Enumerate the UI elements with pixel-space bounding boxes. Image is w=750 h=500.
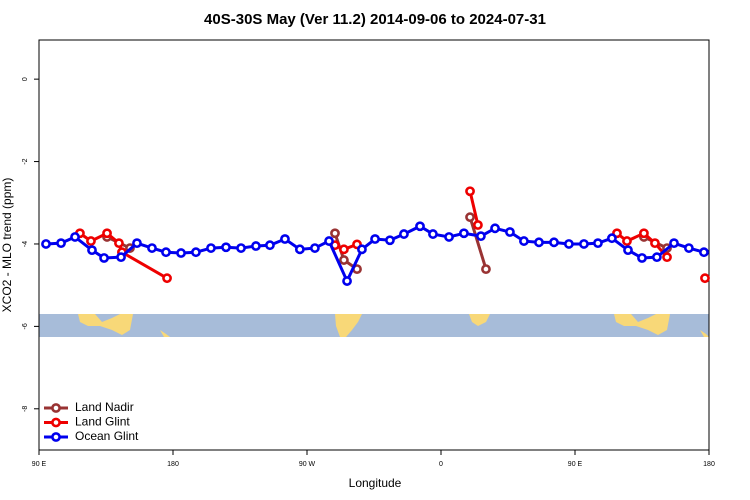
x-tick-label: 180 bbox=[167, 461, 179, 468]
data-point bbox=[357, 244, 367, 255]
y-axis-label: XCO2 - MLO trend (ppm) bbox=[0, 178, 14, 313]
chart-title: 40S-30S May (Ver 11.2) 2014-09-06 to 202… bbox=[204, 11, 546, 28]
data-point bbox=[476, 231, 486, 242]
data-point bbox=[56, 238, 66, 249]
data-point bbox=[41, 239, 51, 249]
data-point bbox=[116, 252, 126, 263]
data-point bbox=[251, 241, 261, 251]
data-point bbox=[339, 244, 349, 255]
data-point bbox=[162, 273, 172, 284]
data-point bbox=[444, 232, 454, 242]
data-point bbox=[236, 243, 246, 253]
land-nz-2 bbox=[700, 330, 709, 337]
data-point bbox=[593, 238, 603, 249]
legend-label: Ocean Glint bbox=[75, 429, 139, 443]
data-point bbox=[176, 248, 186, 258]
data-point bbox=[651, 252, 662, 263]
data-point bbox=[132, 238, 142, 249]
map-strip bbox=[39, 314, 709, 337]
data-point bbox=[481, 264, 491, 275]
data-point bbox=[147, 243, 157, 253]
x-axis-label: Longitude bbox=[349, 476, 402, 490]
data-point bbox=[294, 244, 305, 255]
x-tick-label: 0 bbox=[439, 461, 443, 468]
data-point bbox=[102, 228, 112, 239]
data-point bbox=[505, 227, 515, 237]
data-point bbox=[339, 255, 349, 265]
data-point bbox=[465, 212, 475, 223]
data-point bbox=[370, 234, 380, 244]
data-point bbox=[669, 238, 679, 249]
legend-label: Land Nadir bbox=[75, 400, 134, 414]
land-nz bbox=[160, 330, 170, 337]
data-point bbox=[191, 247, 201, 258]
data-point bbox=[415, 221, 425, 232]
x-tick-label: 180 bbox=[703, 461, 715, 468]
ocean-band bbox=[39, 314, 709, 337]
legend-marker bbox=[51, 417, 61, 428]
data-point bbox=[87, 245, 97, 256]
y-tick-label: -2 bbox=[22, 158, 29, 164]
data-point bbox=[563, 239, 574, 249]
data-point bbox=[623, 245, 633, 256]
data-point bbox=[639, 228, 649, 239]
data-point bbox=[342, 276, 352, 286]
x-tick-label: 90 E bbox=[32, 461, 47, 468]
data-point bbox=[459, 228, 469, 239]
data-point bbox=[114, 238, 124, 249]
data-point bbox=[70, 232, 80, 242]
plot-frame bbox=[38, 39, 710, 451]
x-tick-label: 90 W bbox=[299, 461, 316, 468]
data-point bbox=[637, 253, 647, 263]
data-point bbox=[330, 228, 340, 239]
data-point bbox=[549, 237, 559, 248]
data-point bbox=[650, 238, 660, 249]
legend-marker bbox=[51, 432, 61, 442]
data-point bbox=[221, 242, 231, 253]
data-point bbox=[622, 236, 632, 246]
data-point bbox=[309, 243, 320, 253]
data-point bbox=[579, 239, 589, 249]
land-australia-2 bbox=[614, 314, 670, 335]
data-point bbox=[662, 252, 672, 263]
data-point bbox=[265, 240, 275, 251]
land-africa bbox=[469, 314, 490, 326]
land-south-america bbox=[335, 314, 362, 337]
data-point bbox=[519, 236, 529, 246]
data-point bbox=[684, 243, 694, 253]
data-point bbox=[385, 235, 395, 246]
data-point bbox=[465, 186, 475, 197]
y-tick-label: -8 bbox=[22, 406, 29, 412]
y-tick-label: 0 bbox=[22, 77, 29, 81]
data-point bbox=[428, 229, 438, 239]
legend-marker bbox=[51, 403, 61, 413]
data-point bbox=[534, 237, 544, 248]
data-point bbox=[700, 273, 710, 284]
data-point bbox=[99, 253, 109, 263]
data-point bbox=[161, 247, 171, 258]
data-point bbox=[699, 247, 709, 258]
y-tick-label: -4 bbox=[22, 241, 29, 247]
data-point bbox=[324, 236, 334, 246]
data-point bbox=[473, 220, 483, 230]
data-point bbox=[607, 233, 617, 244]
land-australia bbox=[78, 314, 133, 335]
x-tick-label: 90 E bbox=[568, 461, 583, 468]
data-point bbox=[490, 223, 500, 234]
data-point bbox=[206, 243, 216, 253]
data-point bbox=[280, 234, 290, 244]
data-point bbox=[399, 229, 409, 239]
data-point bbox=[86, 236, 96, 246]
y-tick-label: -6 bbox=[22, 323, 29, 329]
legend-label: Land Glint bbox=[75, 415, 130, 429]
